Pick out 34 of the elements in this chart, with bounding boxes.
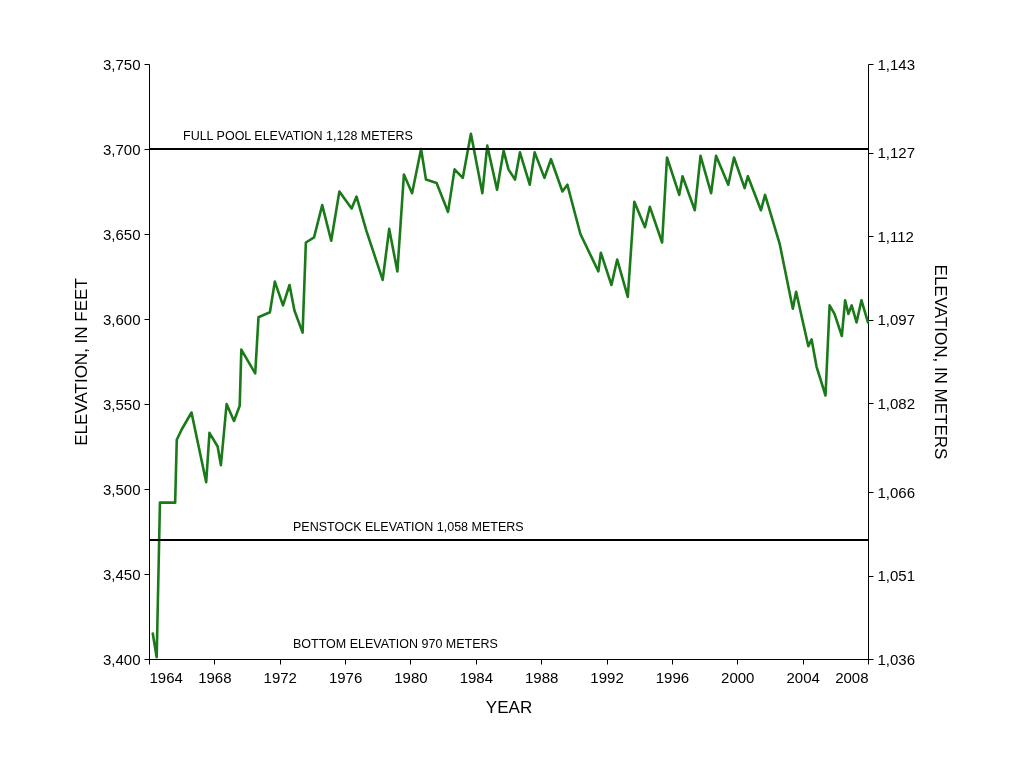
x-tick-label: 1992 bbox=[590, 668, 624, 686]
x-tick-label: 2008 bbox=[835, 668, 869, 686]
y2-tick-label: 1,066 bbox=[877, 483, 916, 501]
y-tick-label: 3,600 bbox=[102, 310, 141, 328]
y2-tick-label: 1,143 bbox=[877, 55, 916, 73]
x-tick-label: 1984 bbox=[459, 668, 494, 686]
x-axis-title: YEAR bbox=[485, 697, 533, 717]
x-tick-label: 1976 bbox=[328, 668, 363, 686]
y2-axis-title: ELEVATION, IN METERS bbox=[931, 264, 951, 460]
y2-tick-label: 1,097 bbox=[877, 311, 916, 329]
annotation: BOTTOM ELEVATION 970 METERS bbox=[293, 637, 498, 651]
x-tick-label: 1964 bbox=[149, 668, 183, 686]
y2-tick-label: 1,051 bbox=[877, 567, 916, 585]
ref-line-label: FULL POOL ELEVATION 1,128 METERS bbox=[183, 129, 413, 143]
y-tick-label: 3,750 bbox=[102, 55, 141, 73]
y-tick-label: 3,550 bbox=[102, 395, 141, 413]
y2-tick-label: 1,082 bbox=[877, 394, 916, 412]
x-tick-label: 2000 bbox=[721, 668, 755, 686]
y-axis-title: ELEVATION, IN FEET bbox=[71, 278, 91, 446]
x-tick-label: 1988 bbox=[524, 668, 559, 686]
x-tick-label: 1980 bbox=[394, 668, 428, 686]
y2-tick-label: 1,036 bbox=[877, 650, 916, 668]
x-tick-label: 2004 bbox=[786, 668, 820, 686]
x-tick-label: 1996 bbox=[655, 668, 690, 686]
y2-tick-label: 1,112 bbox=[877, 227, 914, 245]
y-tick-label: 3,500 bbox=[102, 480, 141, 498]
y-tick-label: 3,650 bbox=[102, 225, 141, 243]
x-tick-label: 1972 bbox=[263, 668, 297, 686]
x-tick-label: 1968 bbox=[198, 668, 232, 686]
ref-line-label: PENSTOCK ELEVATION 1,058 METERS bbox=[293, 520, 524, 534]
y2-tick-label: 1,127 bbox=[877, 144, 916, 162]
y-tick-label: 3,700 bbox=[102, 140, 141, 158]
y-tick-label: 3,400 bbox=[102, 650, 141, 668]
y-tick-label: 3,450 bbox=[102, 565, 141, 583]
